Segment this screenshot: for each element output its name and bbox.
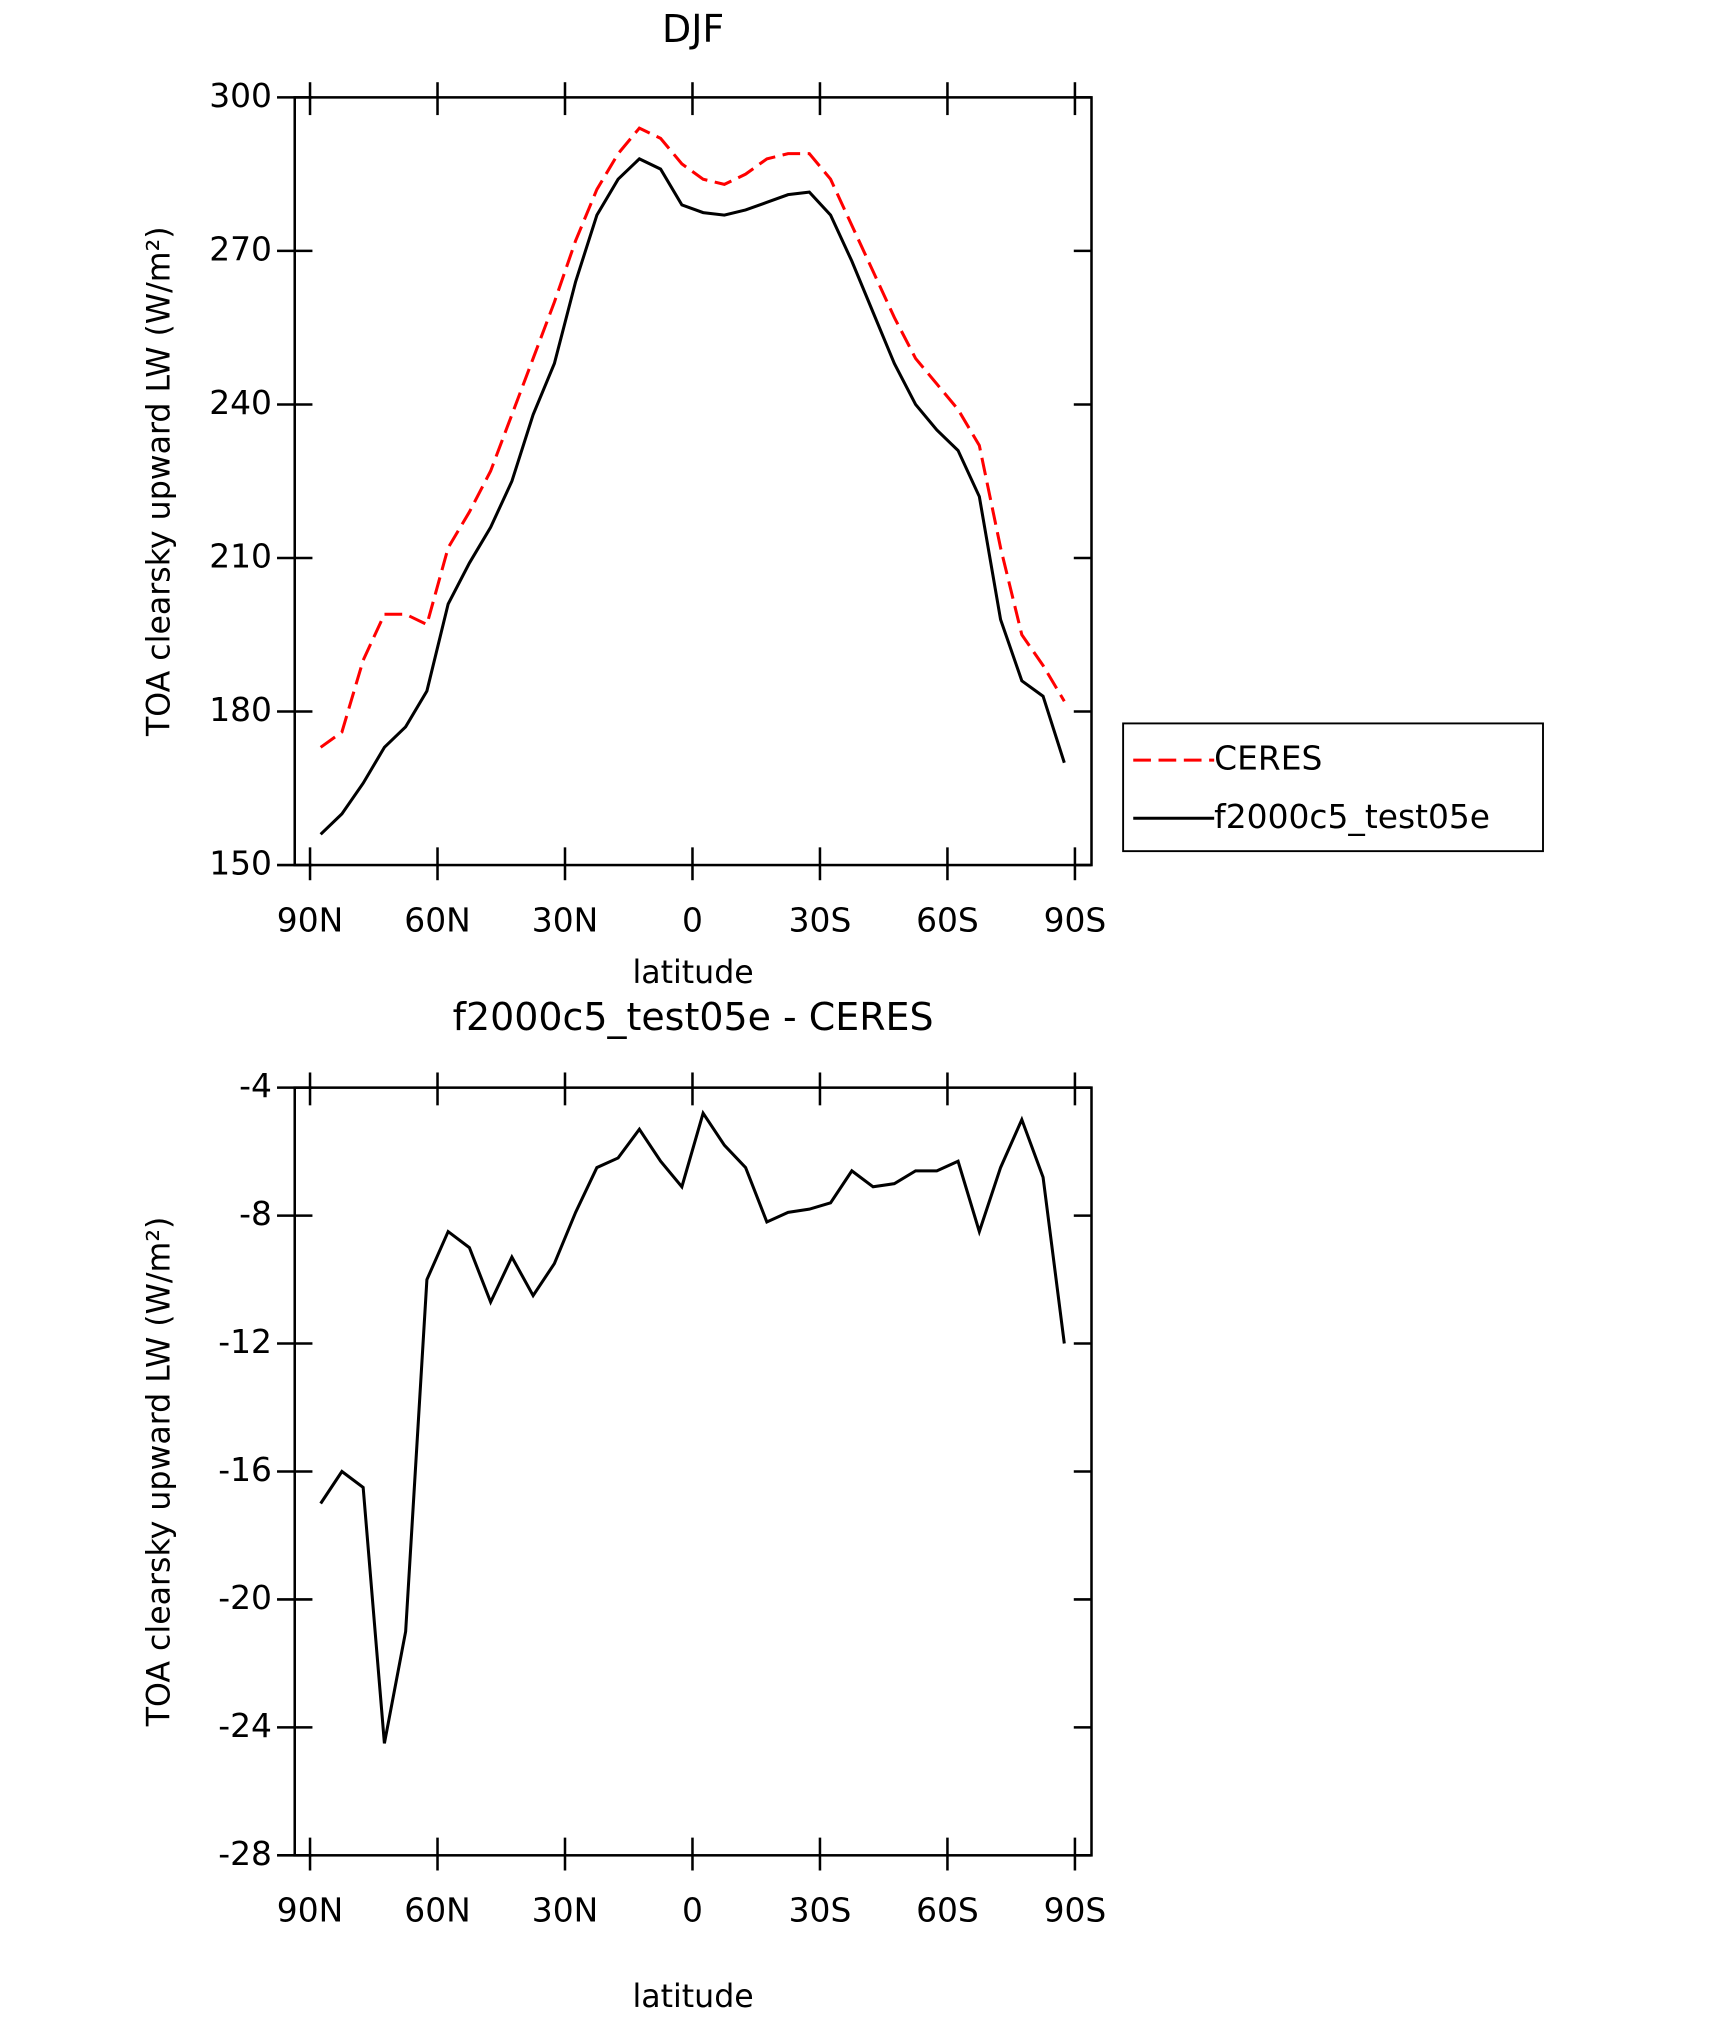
x-tick-label: 90N bbox=[277, 900, 343, 939]
legend-label: CERES bbox=[1214, 739, 1322, 778]
x-tick-label: 30N bbox=[532, 1891, 598, 1930]
x-tick-label: 60S bbox=[916, 1891, 979, 1930]
data-line bbox=[319, 157, 1066, 836]
x-tick-label: 0 bbox=[682, 1891, 703, 1930]
y-tick-label: -16 bbox=[218, 1450, 272, 1489]
x-tick-label: 90S bbox=[1044, 900, 1107, 939]
x-tick-label: 0 bbox=[682, 900, 703, 939]
y-tick-label: -20 bbox=[218, 1578, 272, 1617]
y-axis-label: TOA clearsky upward LW (W/m²) bbox=[142, 1217, 178, 1728]
y-tick-label: -24 bbox=[218, 1706, 272, 1745]
y-tick-label: 240 bbox=[209, 383, 272, 422]
x-tick-label: 60S bbox=[916, 900, 979, 939]
x-tick-label: 30S bbox=[789, 1891, 852, 1930]
y-tick-label: 150 bbox=[209, 844, 272, 883]
x-tick-label: 30S bbox=[789, 900, 852, 939]
x-tick-label: 30N bbox=[532, 900, 598, 939]
data-line bbox=[319, 126, 1066, 749]
y-tick-label: 300 bbox=[209, 76, 272, 115]
legend-box bbox=[1122, 722, 1544, 853]
y-tick-label: 180 bbox=[209, 690, 272, 729]
y-tick-label: 270 bbox=[209, 229, 272, 268]
y-tick-label: -28 bbox=[218, 1834, 272, 1873]
x-axis-label: latitude bbox=[632, 955, 753, 991]
x-tick-label: 60N bbox=[404, 1891, 470, 1930]
chart-title: f2000c5_test05e - CERES bbox=[453, 995, 934, 1039]
data-line bbox=[319, 1109, 1066, 1744]
chart-title: DJF bbox=[662, 7, 724, 51]
y-tick-label: -8 bbox=[239, 1194, 272, 1233]
y-tick-label: 210 bbox=[209, 536, 272, 575]
x-tick-label: 90N bbox=[277, 1891, 343, 1930]
legend-label: f2000c5_test05e bbox=[1214, 797, 1490, 836]
y-tick-label: -12 bbox=[218, 1322, 272, 1361]
x-axis-label: latitude bbox=[632, 1979, 753, 2015]
y-axis-label: TOA clearsky upward LW (W/m²) bbox=[142, 226, 178, 737]
x-tick-label: 60N bbox=[404, 900, 470, 939]
x-tick-label: 90S bbox=[1044, 1891, 1107, 1930]
y-tick-label: -4 bbox=[239, 1066, 272, 1105]
